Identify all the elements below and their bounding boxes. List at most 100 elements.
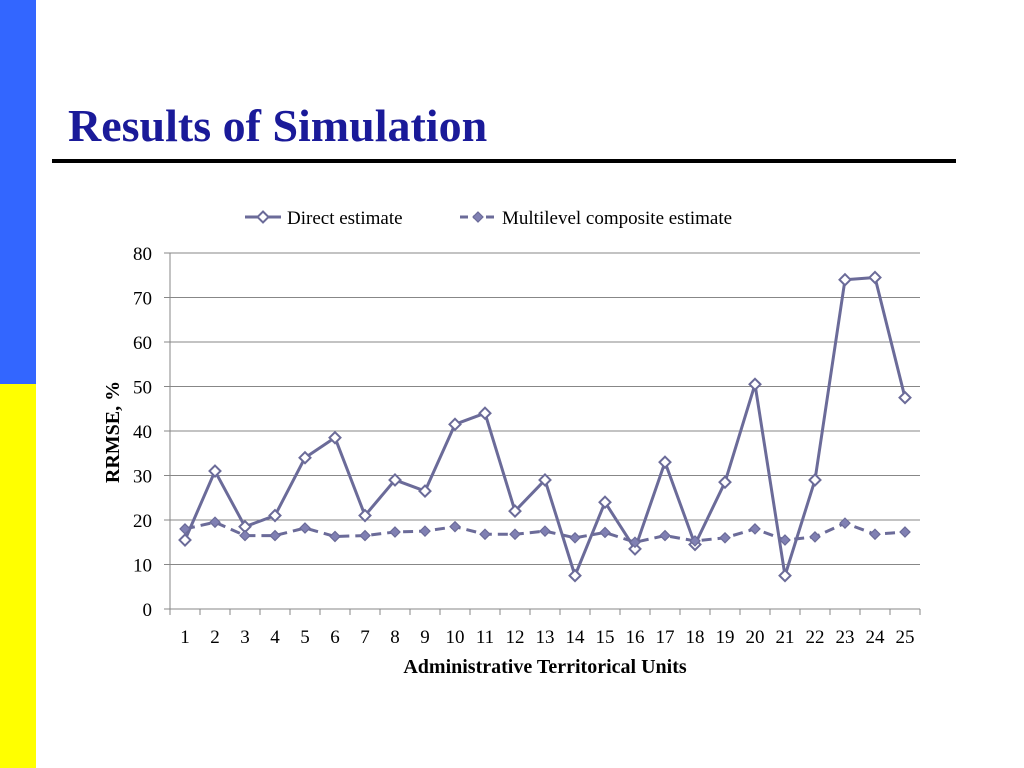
data-point: [478, 406, 492, 421]
data-point: [208, 464, 222, 478]
data-point: [448, 417, 462, 432]
slide-title: Results of Simulation: [68, 100, 488, 151]
data-point: [568, 568, 582, 583]
x-tick-label: 3: [240, 627, 250, 648]
data-point: [508, 504, 522, 519]
data-point: [749, 523, 761, 535]
data-point: [449, 520, 461, 533]
x-tick-label: 7: [360, 627, 370, 648]
y-tick-label: 80: [133, 244, 152, 265]
data-point: [628, 542, 642, 556]
series-group: [178, 270, 912, 583]
x-tick-label: 2: [210, 627, 220, 648]
sidebar-accent-bottom: [0, 384, 36, 768]
data-point: [389, 526, 401, 538]
x-tick-label: 12: [506, 627, 525, 648]
data-point: [209, 516, 221, 529]
x-axis-title: Administrative Territorical Units: [403, 656, 687, 678]
x-tick-label: 19: [716, 627, 735, 648]
legend-item: Direct estimate: [245, 208, 403, 229]
y-tick-label: 0: [143, 600, 153, 621]
x-tick-label: 8: [390, 627, 400, 648]
x-tick-label: 6: [330, 627, 340, 648]
data-point: [658, 455, 672, 470]
data-point: [629, 536, 641, 549]
data-point: [268, 508, 282, 523]
x-tick-label: 5: [300, 627, 310, 648]
x-tick-label: 23: [836, 627, 855, 648]
data-point: [329, 530, 341, 543]
data-point: [748, 377, 762, 392]
data-point: [778, 568, 792, 583]
data-point: [298, 450, 312, 465]
legend-label: Direct estimate: [287, 208, 403, 229]
data-point: [418, 484, 432, 498]
x-tick-label: 18: [686, 627, 705, 648]
gridlines: [170, 252, 920, 565]
legend-label: Multilevel composite estimate: [502, 208, 732, 229]
data-point: [269, 529, 281, 542]
x-tick-label: 24: [866, 627, 886, 648]
y-tick-label: 70: [133, 289, 152, 310]
x-tick-label: 4: [270, 627, 280, 648]
data-point: [689, 535, 701, 547]
data-point: [599, 526, 611, 539]
y-tick-label: 40: [133, 422, 152, 443]
data-point: [809, 531, 821, 543]
data-point: [328, 430, 342, 445]
y-axis-title: RRMSE, %: [102, 381, 124, 483]
data-point: [869, 528, 881, 541]
data-point: [719, 531, 731, 544]
x-tick-label: 10: [446, 627, 465, 648]
legend-swatch-marker: [472, 211, 484, 223]
x-tick-label: 25: [896, 627, 915, 648]
x-tick-label: 15: [596, 627, 615, 648]
data-point: [479, 528, 491, 541]
data-point: [538, 473, 552, 487]
legend: Direct estimate Multilevel composite esti…: [245, 208, 732, 229]
data-point: [419, 525, 431, 537]
data-point: [718, 475, 732, 490]
data-point: [239, 529, 251, 542]
x-tick-label: 1: [180, 627, 190, 648]
x-tick-label: 9: [420, 627, 430, 648]
x-tick-label: 11: [476, 627, 494, 648]
data-point: [899, 526, 911, 538]
data-point: [509, 528, 521, 541]
x-tick-label: 21: [776, 627, 795, 648]
data-point: [868, 270, 882, 285]
y-tick-label: 30: [133, 467, 152, 488]
data-point: [358, 508, 372, 523]
legend-swatch-marker: [256, 210, 270, 224]
x-tick-label: 17: [656, 627, 675, 648]
data-point: [839, 517, 851, 529]
title-divider: [52, 159, 956, 163]
series-2: [179, 516, 911, 549]
y-tick-label: 50: [133, 378, 152, 399]
data-point: [898, 390, 912, 405]
data-point: [388, 473, 402, 487]
x-tick-label: 16: [626, 627, 645, 648]
data-point: [179, 523, 191, 535]
data-point: [539, 525, 551, 537]
y-tick-label: 10: [133, 556, 152, 577]
data-point: [178, 533, 192, 547]
x-tick-label: 22: [806, 627, 825, 648]
y-tick-label: 60: [133, 333, 152, 354]
x-tick-label: 20: [746, 627, 765, 648]
data-point: [808, 473, 822, 487]
data-point: [359, 529, 371, 542]
data-point: [598, 495, 612, 510]
data-point: [779, 534, 791, 546]
x-tick-label: 14: [566, 627, 586, 648]
sidebar-accent-top: [0, 0, 36, 384]
data-point: [838, 272, 852, 287]
data-point: [569, 531, 581, 544]
data-point: [659, 529, 671, 542]
x-tick-label: 13: [536, 627, 555, 648]
legend-item: Multilevel composite estimate: [460, 208, 732, 229]
y-tick-label: 20: [133, 511, 152, 532]
